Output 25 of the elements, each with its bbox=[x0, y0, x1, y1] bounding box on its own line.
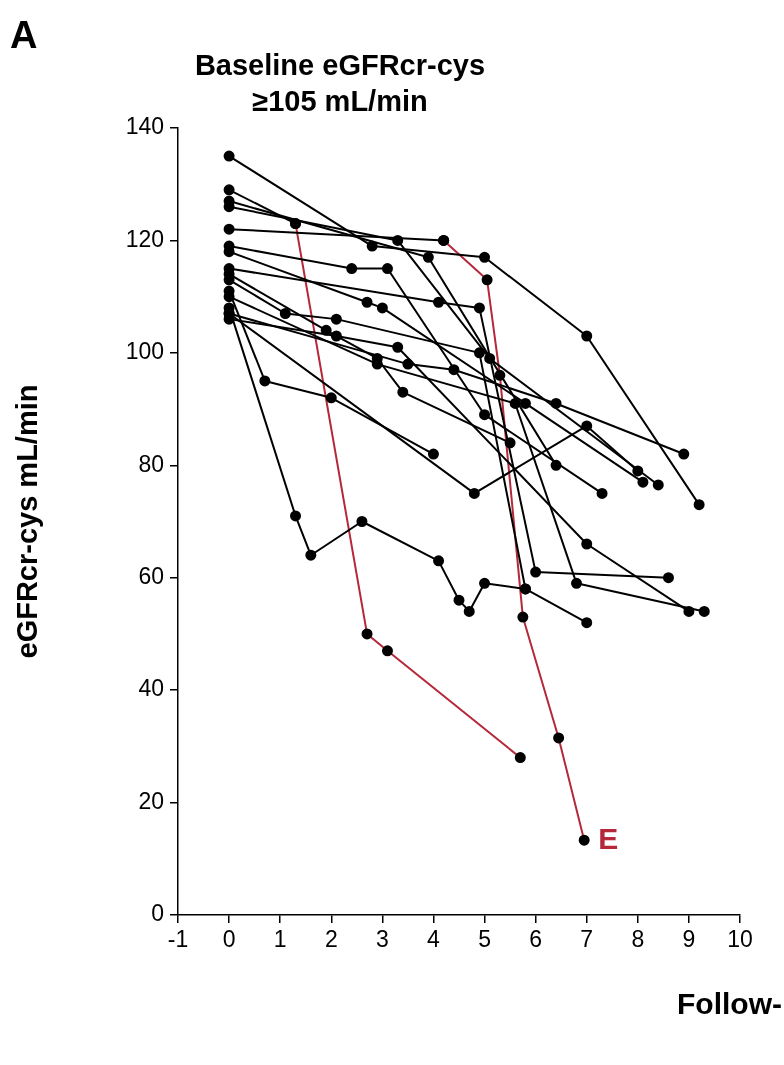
y-tick-label: 140 bbox=[125, 113, 164, 140]
annotation: E bbox=[598, 821, 619, 855]
y-tick-label: 60 bbox=[138, 563, 164, 590]
x-tick-label: 1 bbox=[273, 926, 287, 953]
x-axis-title: Follow- bbox=[677, 987, 782, 1020]
y-tick-label: 100 bbox=[125, 338, 164, 365]
x-tick-label: 0 bbox=[222, 926, 236, 953]
x-tick-label: 10 bbox=[727, 926, 753, 953]
y-tick-label: 40 bbox=[138, 675, 164, 702]
y-tick-label: 120 bbox=[125, 225, 164, 252]
x-tick-label: 9 bbox=[682, 926, 696, 953]
text: A bbox=[10, 14, 38, 56]
chart-title: Baseline eGFRcr-cys ≥105 mL/min bbox=[194, 49, 486, 117]
x-tick-label: 5 bbox=[478, 926, 491, 953]
x-tick-label: 8 bbox=[631, 926, 645, 953]
y-tick-label: 80 bbox=[138, 450, 164, 477]
x-tick-label: 6 bbox=[529, 926, 543, 953]
x-tick-label: -1 bbox=[167, 926, 189, 953]
x-tick-label: 3 bbox=[375, 926, 389, 953]
y-tick-label: 0 bbox=[151, 900, 164, 927]
x-tick-label: 7 bbox=[580, 926, 594, 953]
y-axis-title: eGFRcr-cys mL/min bbox=[11, 384, 44, 659]
y-tick-label: 20 bbox=[138, 787, 164, 814]
x-tick-label: 4 bbox=[427, 926, 441, 953]
x-tick-label: 2 bbox=[324, 926, 338, 953]
